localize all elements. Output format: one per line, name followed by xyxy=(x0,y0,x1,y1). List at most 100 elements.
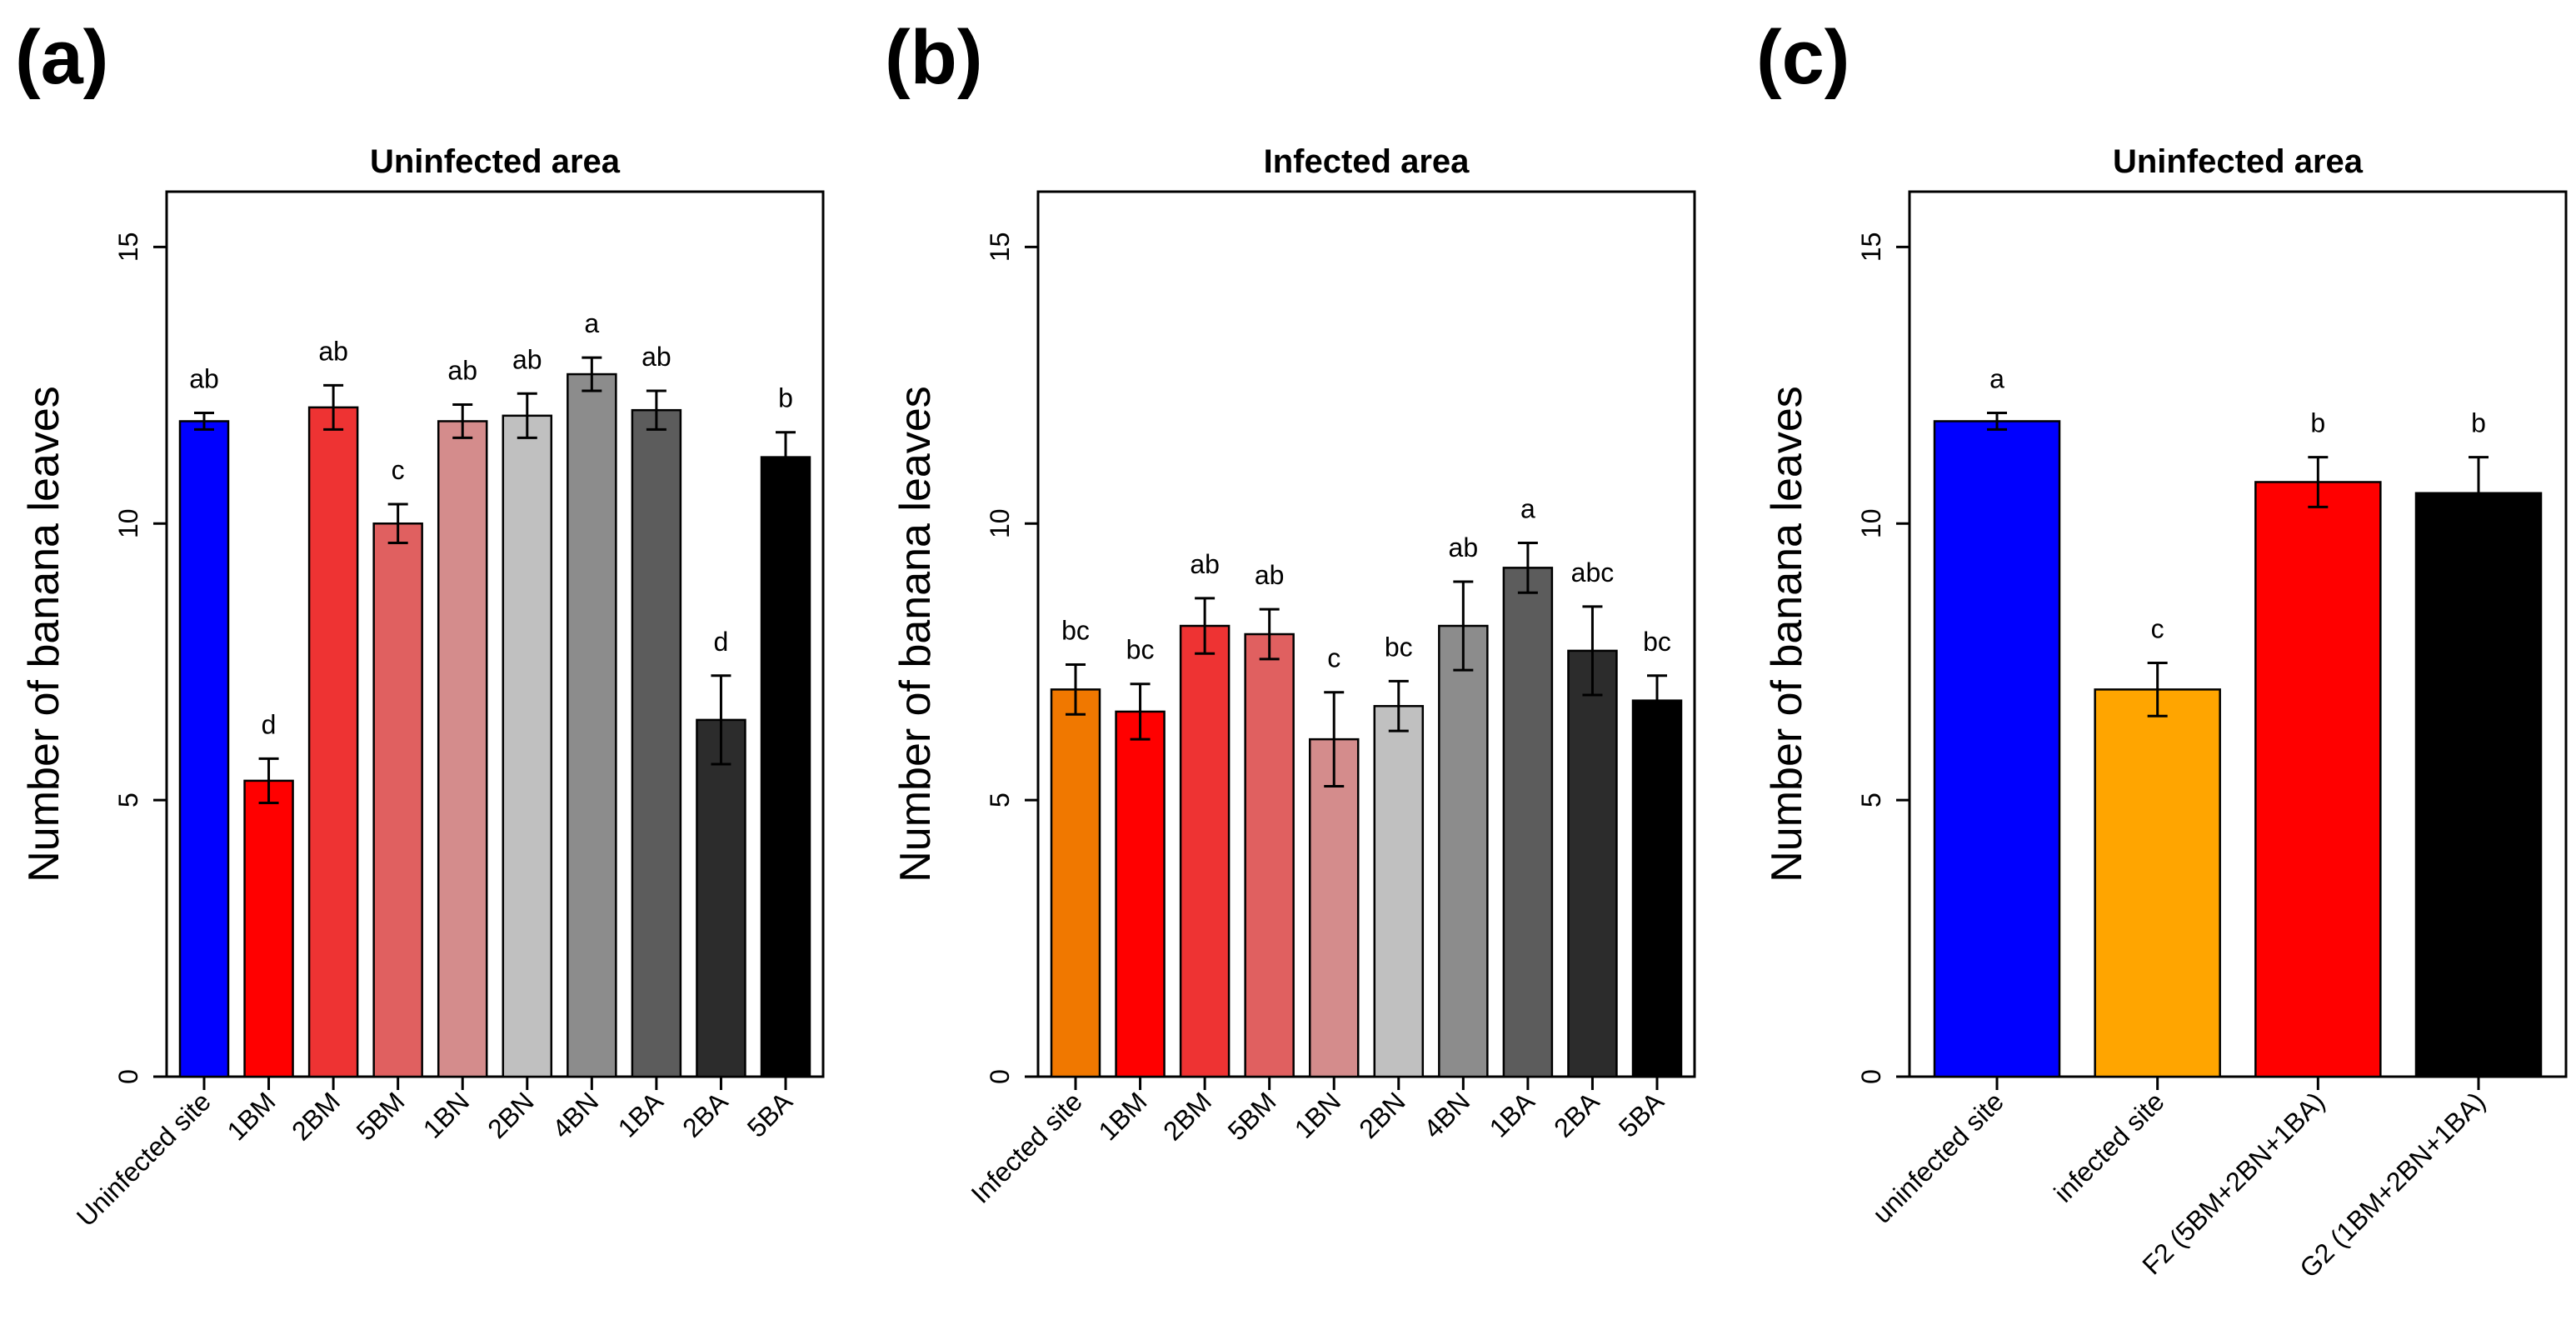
chart-0-bar xyxy=(243,779,294,1078)
chart-2-sig-letter: a xyxy=(1989,364,2004,394)
chart-1-bar xyxy=(1502,567,1554,1078)
chart-0-title: Uninfected area xyxy=(370,143,621,180)
chart-0-sig-letter: d xyxy=(262,709,277,739)
chart-2-sig-letter: b xyxy=(2471,408,2486,438)
chart-1-sig-letter: ab xyxy=(1449,532,1479,562)
chart-0-ytick-label: 5 xyxy=(113,792,143,808)
chart-2-ylabel: Number of banana leaves xyxy=(1763,386,1811,882)
chart-1-bar xyxy=(1179,624,1231,1078)
chart-0-bar xyxy=(502,414,553,1078)
chart-0-sig-letter: ab xyxy=(447,356,477,386)
chart-1-sig-letter: c xyxy=(1327,643,1340,673)
chart-1-bar xyxy=(1115,710,1166,1078)
chart-0-xtick-label: 2BA xyxy=(676,1086,734,1143)
chart-0-bar xyxy=(372,522,423,1078)
chart-0-bar xyxy=(760,456,811,1078)
chart-2-bar xyxy=(2414,492,2543,1078)
chart-1-sig-letter: bc xyxy=(1061,616,1090,646)
chart-1-sig-letter: bc xyxy=(1643,627,1671,657)
chart-1-plot-frame xyxy=(1036,190,1696,1078)
chart-0-xtick-label: 1BM xyxy=(222,1086,282,1146)
chart-1-bar xyxy=(1438,624,1489,1078)
panel-label-b: (b) xyxy=(885,15,982,100)
panel-label-c: (c) xyxy=(1756,15,1850,100)
chart-1-bar xyxy=(1308,738,1360,1078)
chart-0-sig-letter: b xyxy=(778,383,793,413)
panel-label-a: (a) xyxy=(15,15,108,100)
chart-1-xtick-label: 1BM xyxy=(1093,1086,1153,1146)
chart-2-plot-frame xyxy=(1908,190,2568,1078)
chart-1-sig-letter: ab xyxy=(1190,549,1220,579)
chart-1-ylabel: Number of banana leaves xyxy=(891,386,940,882)
chart-1-bar xyxy=(1244,632,1295,1078)
chart-1-ytick-label: 5 xyxy=(985,792,1015,808)
chart-0-xtick-label: 2BN xyxy=(482,1086,539,1143)
chart-0-xtick-label: 1BA xyxy=(612,1086,670,1143)
chart-0-xtick-label: 5BA xyxy=(741,1086,799,1143)
chart-1-sig-letter: abc xyxy=(1571,558,1615,588)
chart-panel-a: Uninfected area Number of banana leaves 0 5… xyxy=(20,143,825,1232)
chart-2-ytick-label: 10 xyxy=(1856,508,1886,538)
chart-1-xtick-label: 5BM xyxy=(1222,1086,1282,1146)
chart-0-sig-letter: ab xyxy=(318,336,348,366)
chart-0-bar xyxy=(178,420,230,1078)
chart-2-sig-letter: c xyxy=(2151,614,2164,644)
chart-0-plot-frame xyxy=(165,190,825,1078)
chart-2-xtick-label: F2 (5BM+2BN+1BA) xyxy=(2136,1086,2330,1280)
chart-2-xtick-label: G2 (1BM+2BN+1BA) xyxy=(2294,1086,2491,1283)
chart-2-ytick-label: 0 xyxy=(1856,1069,1886,1084)
chart-0-bar xyxy=(567,372,617,1078)
chart-1-xtick-label: 4BN xyxy=(1418,1086,1475,1143)
chart-1-sig-letter: a xyxy=(1520,493,1535,523)
chart-panel-b: Infected area Number of banana leaves 0 5 10… xyxy=(891,143,1696,1209)
chart-2-title: Uninfected area xyxy=(2113,143,2364,180)
chart-1-bar xyxy=(1631,699,1683,1078)
chart-2-ytick-label: 5 xyxy=(1856,792,1886,808)
chart-2-ytick-label: 15 xyxy=(1856,232,1886,262)
chart-1-sig-letter: ab xyxy=(1255,560,1285,590)
chart-2-xtick-label: uninfected site xyxy=(1867,1086,2009,1228)
chart-1-sig-letter: bc xyxy=(1385,632,1413,662)
chart-1-sig-letter: bc xyxy=(1126,635,1155,665)
chart-1-xtick-label: 1BA xyxy=(1484,1086,1541,1143)
chart-0-sig-letter: a xyxy=(584,308,599,338)
chart-2-bar xyxy=(2254,481,2382,1078)
chart-0-bar xyxy=(307,406,359,1078)
chart-0-bar xyxy=(696,718,746,1078)
chart-0-xtick-label: 2BM xyxy=(286,1086,346,1146)
chart-1-title: Infected area xyxy=(1264,143,1470,180)
chart-0-sig-letter: c xyxy=(392,455,405,485)
chart-1-ytick-label: 10 xyxy=(985,508,1015,538)
chart-0-ylabel: Number of banana leaves xyxy=(20,386,68,882)
chart-2-sig-letter: b xyxy=(2310,408,2325,438)
chart-0-xtick-label: Uninfected site xyxy=(71,1086,217,1232)
chart-0-xtick-label: 4BN xyxy=(547,1086,604,1143)
chart-0-xtick-label: 5BM xyxy=(351,1086,411,1146)
chart-0-ytick-label: 0 xyxy=(113,1069,143,1084)
chart-1-xtick-label: 2BM xyxy=(1157,1086,1217,1146)
chart-0-sig-letter: ab xyxy=(642,342,671,372)
chart-0-ytick-label: 15 xyxy=(113,232,143,262)
chart-1-xtick-label: 1BN xyxy=(1289,1086,1346,1143)
chart-1-xtick-label: 5BA xyxy=(1613,1086,1670,1143)
chart-1-bar xyxy=(1567,649,1618,1078)
chart-1-xtick-label: 2BA xyxy=(1548,1086,1605,1143)
chart-0-xtick-label: 1BN xyxy=(417,1086,475,1143)
chart-0-sig-letter: ab xyxy=(512,344,542,374)
chart-1-bar xyxy=(1050,688,1101,1078)
chart-panel-c: Uninfected area Number of banana leaves 0 5… xyxy=(1763,143,2568,1283)
chart-0-ytick-label: 10 xyxy=(113,508,143,538)
chart-0-bar xyxy=(437,420,488,1078)
chart-1-bar xyxy=(1373,705,1425,1078)
chart-1-ytick-label: 15 xyxy=(985,232,1015,262)
chart-1-ytick-label: 0 xyxy=(985,1069,1015,1084)
chart-0-sig-letter: d xyxy=(714,627,729,657)
chart-0-sig-letter: ab xyxy=(189,364,219,394)
chart-2-bar xyxy=(1933,420,2061,1078)
chart-2-bar xyxy=(2094,688,2221,1078)
chart-0-bar xyxy=(631,408,682,1078)
chart-2-xtick-label: infected site xyxy=(2048,1086,2169,1208)
chart-1-xtick-label: Infected site xyxy=(965,1086,1087,1208)
chart-1-xtick-label: 2BN xyxy=(1353,1086,1410,1143)
